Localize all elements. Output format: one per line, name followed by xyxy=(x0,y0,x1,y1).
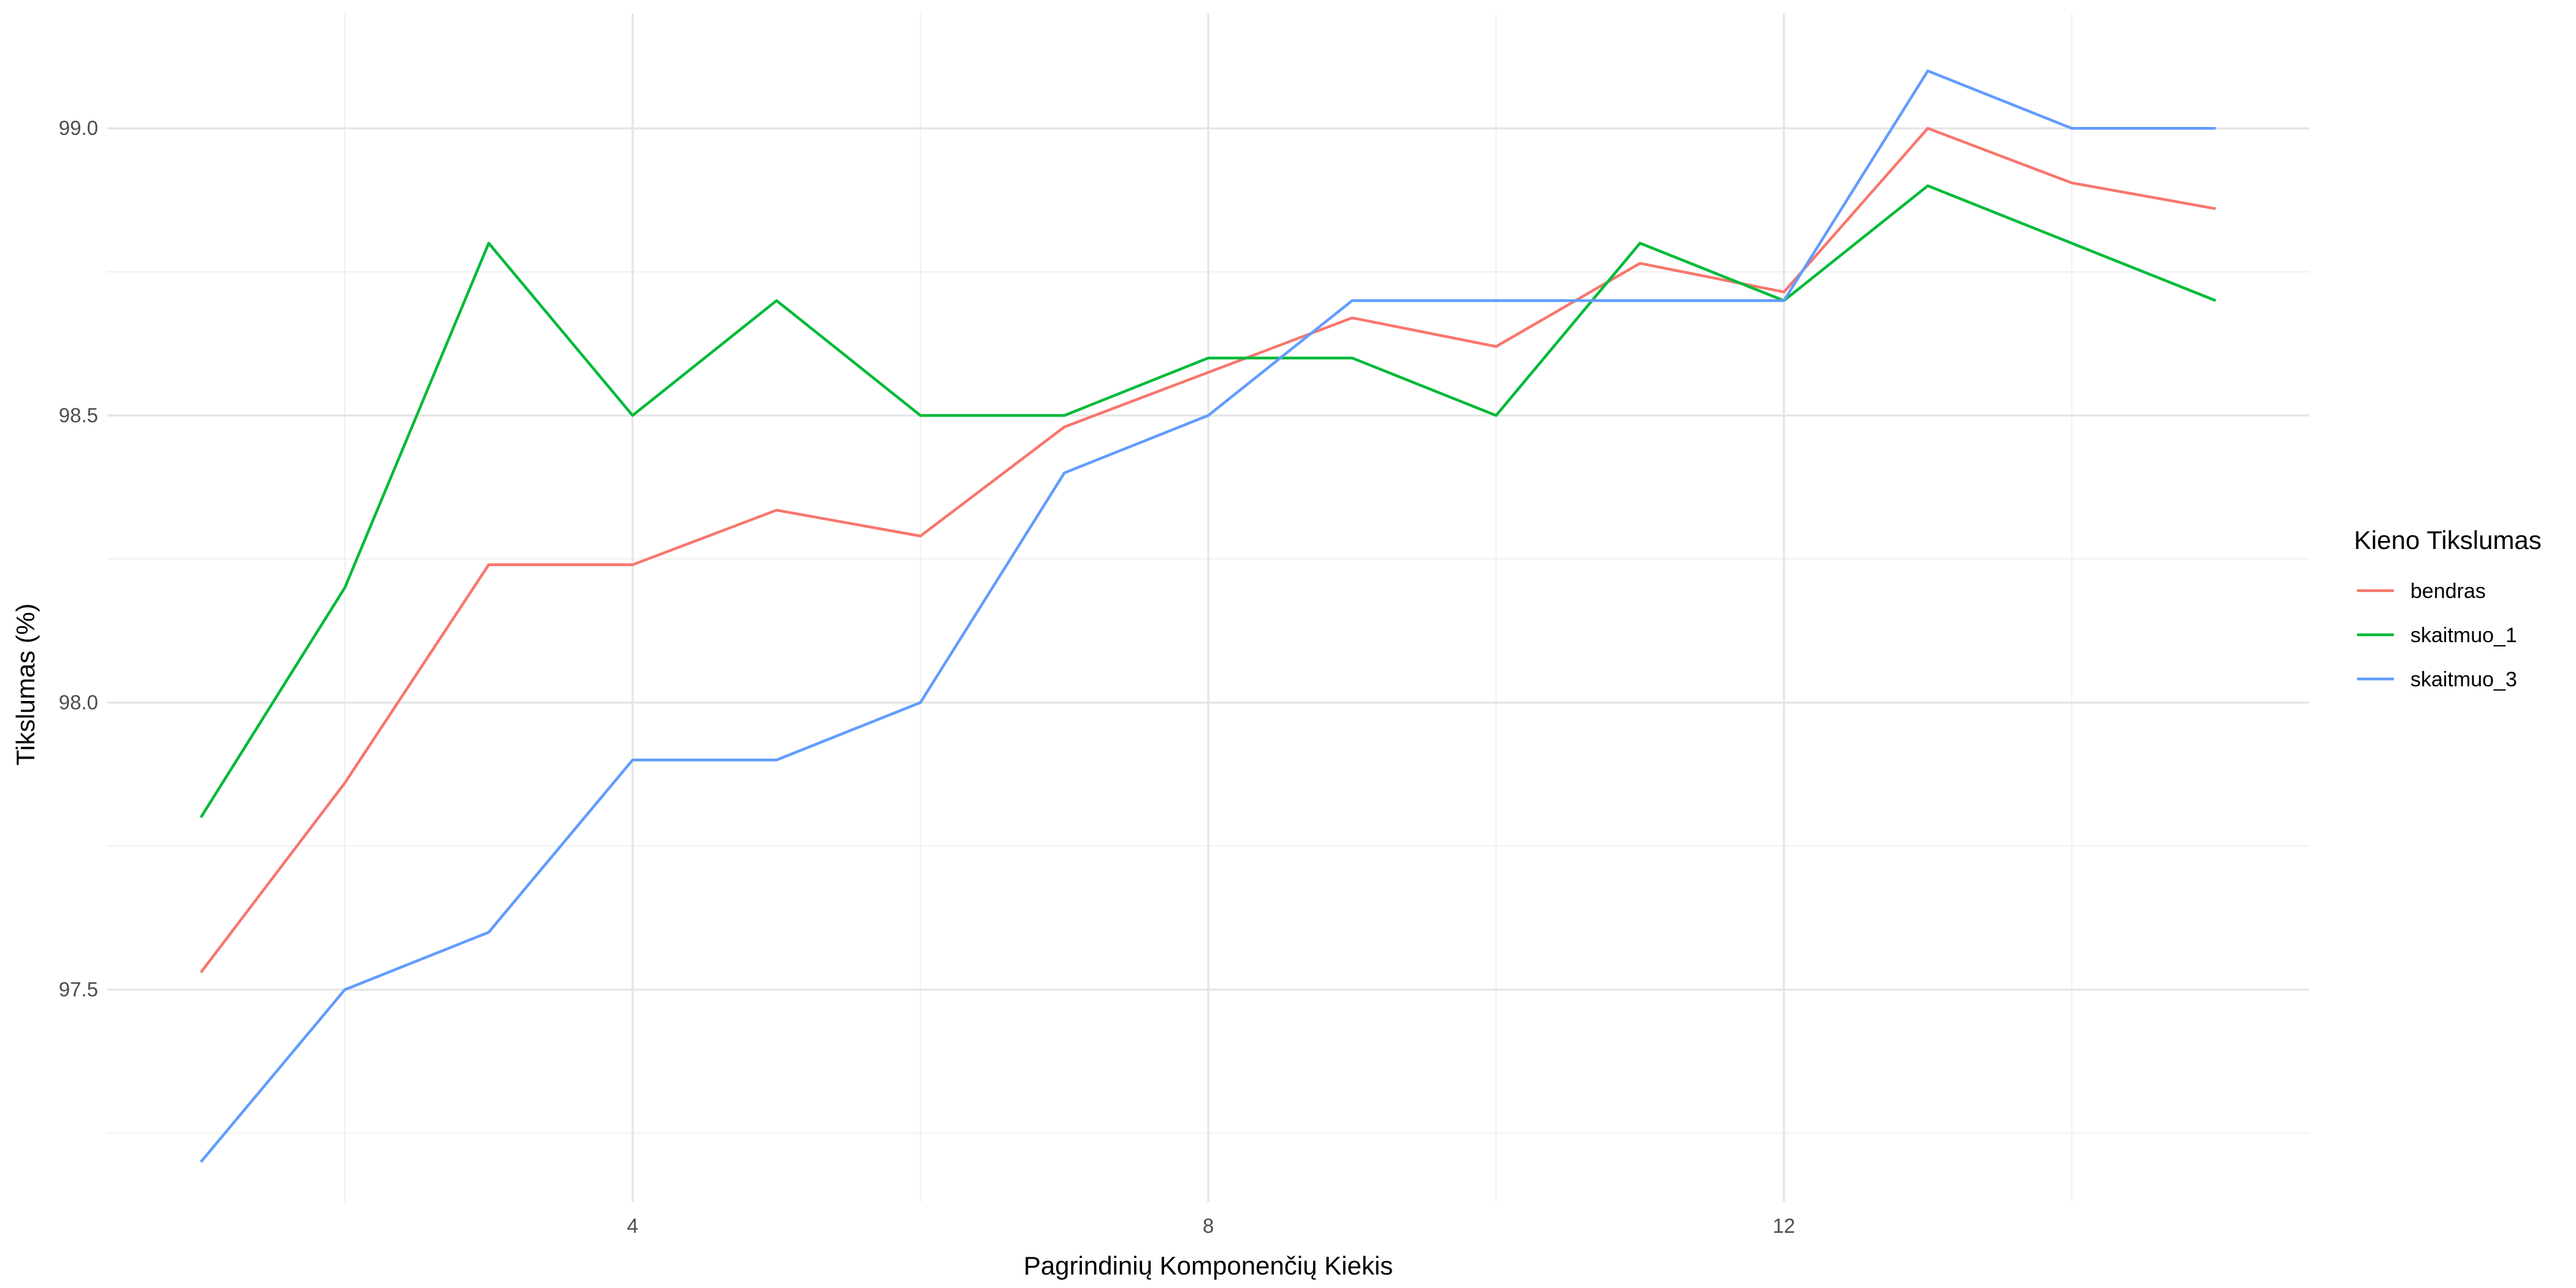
major-gridlines xyxy=(107,13,2309,1202)
y-tick-label: 98.0 xyxy=(59,691,98,713)
legend: Kieno Tikslumas bendras skaitmuo_1skaitmu… xyxy=(2354,526,2542,691)
x-axis-tick-labels: 4 8 12 xyxy=(627,1214,1795,1237)
series-line-skaitmuo_1 xyxy=(199,184,2217,818)
x-tick-label: 4 xyxy=(627,1214,638,1237)
legend-items: bendras skaitmuo_1 skaitmuo_3 xyxy=(2357,580,2517,691)
series-line-skaitmuo_3 xyxy=(199,69,2216,1163)
y-tick-label: 99.0 xyxy=(59,117,98,139)
legend-label-bendras: bendras xyxy=(2410,580,2486,603)
x-axis-title: Pagrindinių Komponenčių Kiekis xyxy=(1024,1251,1393,1280)
y-tick-label: 97.5 xyxy=(59,978,98,1001)
y-axis-tick-labels: 97.5 98.0 98.5 99.0 xyxy=(59,117,98,1000)
legend-label-skaitmuo_1: skaitmuo_1 xyxy=(2410,624,2517,647)
legend-label-skaitmuo_3: skaitmuo_3 xyxy=(2410,668,2517,691)
x-tick-label: 12 xyxy=(1773,1214,1795,1237)
legend-title: Kieno Tikslumas xyxy=(2354,526,2542,554)
y-axis-title: Tikslumas (%) xyxy=(11,604,40,765)
y-tick-label: 98.5 xyxy=(59,404,98,426)
series-line-bendras xyxy=(199,126,2216,973)
series-lines xyxy=(199,69,2217,1163)
x-tick-label: 8 xyxy=(1203,1214,1214,1237)
